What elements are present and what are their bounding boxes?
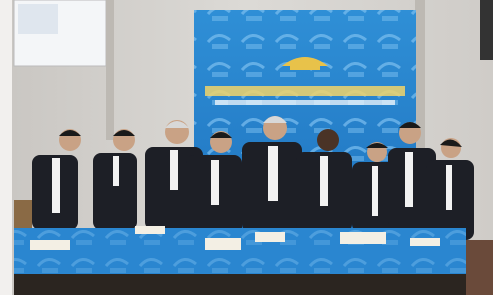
photo <box>0 0 493 295</box>
floor-foreground <box>14 274 466 295</box>
right-dark <box>480 0 493 60</box>
banner-subtitle-strip <box>215 100 395 105</box>
left-edge <box>0 0 12 295</box>
page <box>0 0 493 295</box>
banner-title-strip <box>205 86 405 96</box>
table-pattern <box>14 228 466 274</box>
banner-emblem-base <box>290 66 320 70</box>
pillar <box>106 0 114 140</box>
chair <box>466 240 493 295</box>
screen-content <box>18 4 58 34</box>
